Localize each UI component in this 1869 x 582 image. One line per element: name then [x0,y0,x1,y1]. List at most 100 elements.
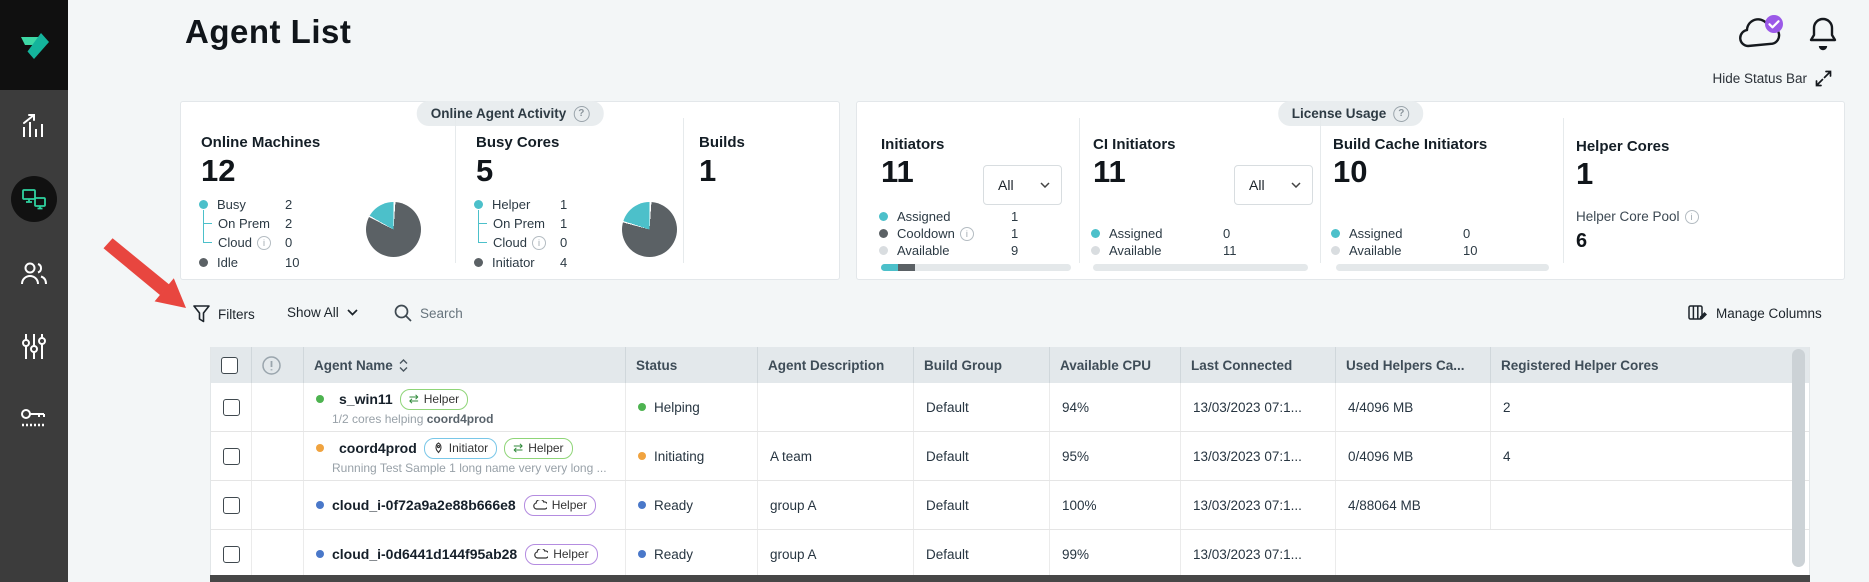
alert-column-header [251,347,303,383]
column-header-agent-description[interactable]: Agent Description [757,347,913,383]
column-header-last-connected[interactable]: Last Connected [1180,347,1335,383]
status-label: Helping [654,399,700,415]
legend-label: Helper [492,196,531,212]
helper-cores-value: 1 [1576,156,1594,191]
show-all-dropdown[interactable]: Show All [287,305,358,320]
registered-helper-cores-cell [1335,530,1490,578]
legend-subtree: On Prem 2 Cloud i 0 [199,210,311,252]
ci-initiators-legend: Assigned 0 Available 11 [1091,225,1249,259]
dropdown-value: All [998,177,1014,193]
legend-row: Busy 2 [199,194,311,214]
row-checkbox[interactable] [223,447,240,465]
sidebar-item-agents[interactable] [0,176,68,222]
sidebar-item-license[interactable] [0,406,68,430]
pool-label-text: Helper Core Pool [1576,209,1680,224]
column-label: Build Group [924,357,1002,373]
agent-name[interactable]: cloud_i-0f72a9a2e88b666e8 [332,497,516,513]
badge-label: Helper [553,547,589,561]
brand-logo-icon [21,33,49,59]
filters-button[interactable]: Filters [193,305,255,323]
search-icon [394,304,412,322]
cloud-status-icon[interactable] [1736,14,1788,54]
agents-table: Agent Name Status Agent Description Buil… [210,347,1810,579]
available-cpu-cell: 100% [1049,481,1180,529]
help-icon[interactable]: ? [1393,105,1410,122]
info-icon[interactable]: i [256,235,271,250]
row-checkbox[interactable] [223,545,240,563]
info-icon[interactable]: i [959,226,974,241]
initiators-filter-dropdown[interactable]: All [983,165,1062,205]
registered-helper-cores-cell [1490,481,1809,529]
legend-value: 4 [560,254,568,270]
chevron-down-icon [347,309,358,316]
legend-value: 11 [1223,243,1237,258]
swap-icon: ⇄ [408,392,419,406]
column-header-used-helpers[interactable]: Used Helpers Ca... [1335,347,1490,383]
table-row[interactable]: cloud_i-0d6441d144f95ab28 Helper Ready g… [211,530,1809,579]
legend-label: On Prem [218,216,271,231]
legend-label: Assigned [1109,226,1163,241]
agent-state-dot [316,550,324,558]
sidebar-item-dashboard[interactable] [0,112,68,138]
select-all-header [211,347,251,383]
sidebar-item-settings[interactable] [0,333,68,360]
agent-name[interactable]: cloud_i-0d6441d144f95ab28 [332,546,518,562]
column-header-agent-name[interactable]: Agent Name [303,347,625,383]
registered-helper-cores-cell: 2 [1490,383,1809,431]
app-logo[interactable] [0,0,68,90]
row-alert-cell [251,432,303,480]
help-icon[interactable]: ? [573,105,590,122]
agent-name[interactable]: s_win11 [339,391,393,407]
column-header-status[interactable]: Status [625,347,757,383]
manage-columns-button[interactable]: Manage Columns [1688,304,1822,322]
agent-name[interactable]: coord4prod [339,440,417,456]
legend-value: 9 [1011,243,1019,258]
row-checkbox[interactable] [223,496,240,514]
info-icon[interactable]: i [1684,209,1699,224]
agent-name-cell: cloud_i-0d6441d144f95ab28 Helper [303,530,625,578]
description-cell: A team [757,432,913,480]
sidebar-item-users[interactable] [0,260,68,286]
search-input[interactable]: Search [394,304,463,322]
table-header-row: Agent Name Status Agent Description Buil… [211,347,1809,383]
legend-value: 10 [285,254,300,270]
horizontal-scrollbar[interactable] [210,575,1810,582]
legend-value: 0 [285,235,293,250]
column-header-registered-helper-cores[interactable]: Registered Helper Cores [1490,347,1809,383]
info-icon[interactable]: i [531,235,546,250]
table-row[interactable]: cloud_i-0f72a9a2e88b666e8 Helper Ready g… [211,481,1809,530]
ci-initiators-filter-dropdown[interactable]: All [1234,165,1313,205]
legend-label: Busy [217,196,246,212]
select-all-checkbox[interactable] [221,356,238,374]
row-checkbox[interactable] [223,398,240,416]
active-item-highlight [11,176,57,222]
license-usage-panel: License Usage ? Initiators 11 All Assign… [856,101,1845,280]
hide-status-bar-button[interactable]: Hide Status Bar [1560,70,1832,87]
divider [1079,118,1080,263]
table-row[interactable]: s_win11 ⇄ Helper 1/2 cores helping coord4… [211,383,1809,432]
legend-label: Assigned [1349,226,1403,241]
legend-value: 2 [285,216,293,231]
manage-columns-label: Manage Columns [1716,305,1822,321]
online-agent-activity-tab-label: Online Agent Activity [430,106,567,121]
assigned-dot [879,212,888,221]
vertical-scrollbar[interactable] [1792,349,1805,567]
chevron-down-icon [1040,182,1050,188]
initiators-value: 11 [881,154,914,189]
table-row[interactable]: coord4prod Initiator ⇄ Helper Running Tes… [211,432,1809,481]
sidebar [0,0,68,582]
column-header-available-cpu[interactable]: Available CPU [1049,347,1180,383]
cloud-icon [532,500,547,510]
badge-label: Helper [423,392,460,406]
column-header-build-group[interactable]: Build Group [913,347,1049,383]
collapse-icon [1815,70,1832,87]
used-helpers-cell: 4/88064 MB [1335,481,1490,529]
badge-label: Helper [551,498,588,512]
license-usage-tab-label: License Usage [1291,106,1387,121]
legend-value: 1 [560,196,568,212]
chart-trend-icon [22,114,43,137]
legend-row: Initiator 4 [474,252,586,272]
sort-icon[interactable] [399,358,408,372]
initiators-usage-bar [881,264,1071,271]
notifications-bell-icon[interactable] [1808,15,1838,51]
